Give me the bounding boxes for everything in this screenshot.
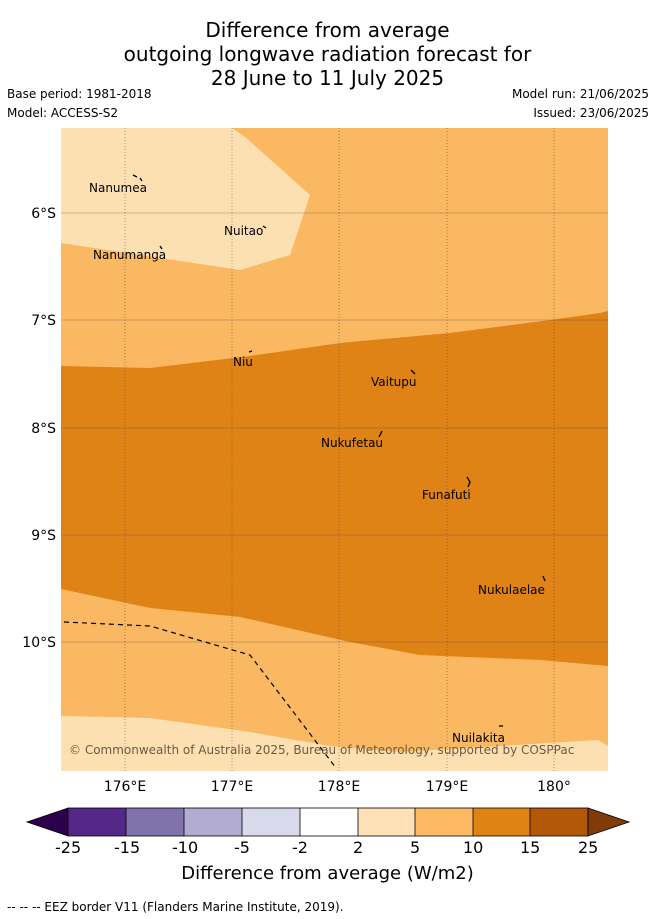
place-label-funafuti: Funafuti (422, 488, 471, 502)
colorbar-tick-25: 25 (578, 838, 599, 857)
base-period-label: Base period: 1981-2018 (7, 87, 152, 101)
colorbar-tick-neg25: -25 (55, 838, 82, 857)
colorbar-tick-neg15: -15 (114, 838, 141, 857)
colorbar-swatch-5 (300, 808, 358, 836)
colorbar-tick-2: 2 (353, 838, 364, 857)
lon-label-177e: 177°E (211, 779, 254, 795)
place-label-nanumanga: Nanumanga (93, 248, 166, 262)
anomaly-region-2-5-south (61, 716, 608, 771)
colorbar-extend-low (25, 807, 69, 837)
colorbar-swatch-1 (68, 808, 126, 836)
colorbar-swatch-2 (126, 808, 184, 836)
colorbar-extend-high (587, 807, 631, 837)
lat-label-9s: 9°S (31, 528, 56, 544)
longitude-gridlines (124, 128, 555, 771)
colorbar-tick-15: 15 (520, 838, 541, 857)
colorbar-swatch-3 (184, 808, 242, 836)
colorbar-swatch-4 (242, 808, 300, 836)
lat-label-7s: 7°S (31, 313, 56, 329)
colorbar-tick-5: 5 (410, 838, 421, 857)
lon-label-180: 180° (537, 779, 571, 795)
colorbar-tick-10: 10 (463, 838, 484, 857)
title-line-2: outgoing longwave radiation forecast for (123, 42, 532, 66)
colorbar-tick-neg10: -10 (172, 838, 199, 857)
lat-label-6s: 6°S (31, 206, 56, 222)
copyright-notice: © Commonwealth of Australia 2025, Bureau… (69, 743, 574, 757)
colorbar-swatch-9 (530, 808, 588, 836)
colorbar-tick-neg5: -5 (234, 838, 250, 857)
lat-label-8s: 8°S (31, 421, 56, 437)
place-label-nanumea: Nanumea (89, 181, 147, 195)
place-label-nuilakita: Nuilakita (452, 731, 505, 745)
colorbar-title: Difference from average (W/m2) (181, 863, 474, 884)
chart-title: Difference from average outgoing longwav… (0, 18, 655, 90)
place-label-niu: Niu (233, 355, 253, 369)
model-label: Model: ACCESS-S2 (7, 106, 119, 120)
place-label-nukufetau: Nukufetau (321, 436, 383, 450)
island-outlines (132, 174, 546, 727)
colorbar (25, 807, 631, 837)
latitude-gridlines (61, 212, 608, 643)
place-label-nukulaelae: Nukulaelae (478, 583, 545, 597)
anomaly-region-2-5-north (61, 128, 310, 270)
colorbar-swatch-6 (358, 808, 415, 836)
lat-label-10s: 10°S (22, 635, 56, 651)
colorbar-tick-neg2: -2 (292, 838, 308, 857)
issued-label: Issued: 23/06/2025 (533, 106, 649, 120)
place-label-nuitao: Nuitao (224, 224, 263, 238)
lon-label-179e: 179°E (426, 779, 469, 795)
title-line-3: 28 June to 11 July 2025 (210, 66, 445, 90)
anomaly-region-10-15 (61, 311, 608, 666)
model-run-label: Model run: 21/06/2025 (511, 87, 649, 101)
colorbar-swatch-7 (415, 808, 473, 836)
place-label-vaitupu: Vaitupu (371, 375, 417, 389)
title-line-1: Difference from average (205, 18, 450, 42)
lon-label-178e: 178°E (318, 779, 361, 795)
lon-label-176e: 176°E (104, 779, 147, 795)
colorbar-swatch-8 (473, 808, 530, 836)
eez-border (63, 621, 337, 769)
eez-legend-note: -- -- -- EEZ border V11 (Flanders Marine… (7, 900, 344, 914)
